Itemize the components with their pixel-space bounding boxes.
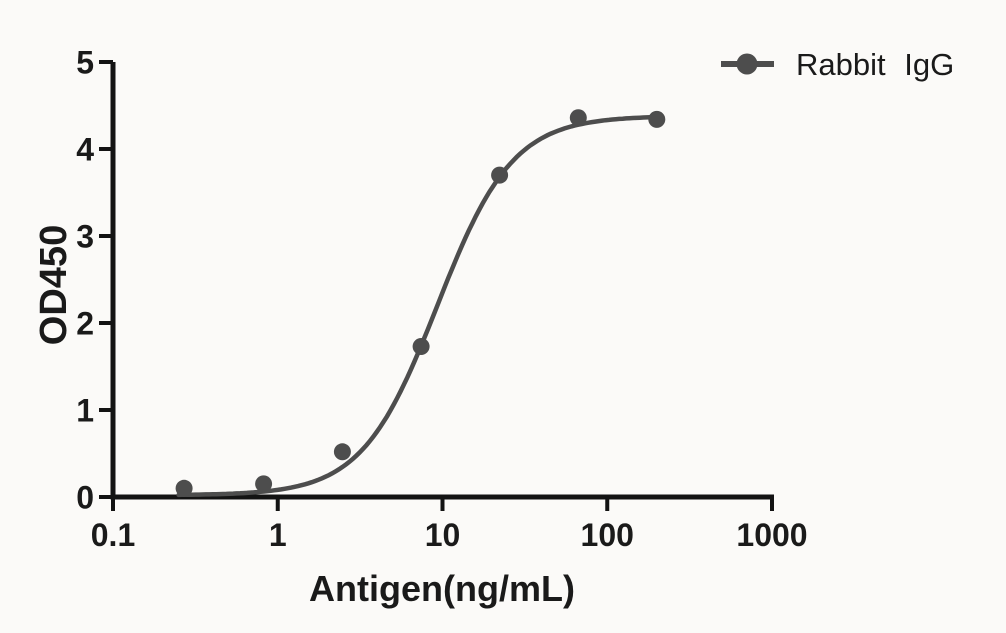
x-tick-label: 100 — [581, 517, 634, 553]
y-tick-label: 1 — [76, 393, 94, 429]
legend-marker-icon — [736, 53, 758, 75]
y-axis-title: OD450 — [33, 225, 75, 345]
x-tick-label: 10 — [425, 517, 461, 553]
y-tick-label: 3 — [76, 219, 94, 255]
y-tick-label: 4 — [76, 132, 94, 168]
x-tick-label: 1000 — [736, 517, 807, 553]
x-axis-title: Antigen(ng/mL) — [309, 568, 575, 609]
data-point — [648, 110, 666, 128]
axis-spines — [110, 62, 774, 500]
tick-labels: 0 1 2 3 4 5 0.1 1 10 100 1000 — [76, 45, 807, 554]
fit-curve-path — [176, 114, 660, 498]
y-tick-label: 5 — [76, 45, 94, 81]
axes — [110, 62, 774, 500]
y-tick-label: 2 — [76, 306, 94, 342]
tick-marks — [99, 60, 774, 511]
data-points — [175, 109, 666, 497]
legend-label: Rabbit IgG — [796, 47, 954, 82]
data-point — [412, 338, 430, 355]
data-point — [255, 475, 273, 493]
data-point — [569, 109, 587, 127]
x-tick-label: 1 — [269, 517, 287, 553]
data-point — [333, 443, 351, 461]
x-tick-label: 0.1 — [91, 517, 135, 553]
fit-curve — [176, 114, 660, 498]
legend: Rabbit IgG — [721, 47, 954, 82]
data-point — [491, 166, 509, 184]
y-tick-label: 0 — [76, 480, 94, 516]
data-point — [175, 479, 193, 497]
